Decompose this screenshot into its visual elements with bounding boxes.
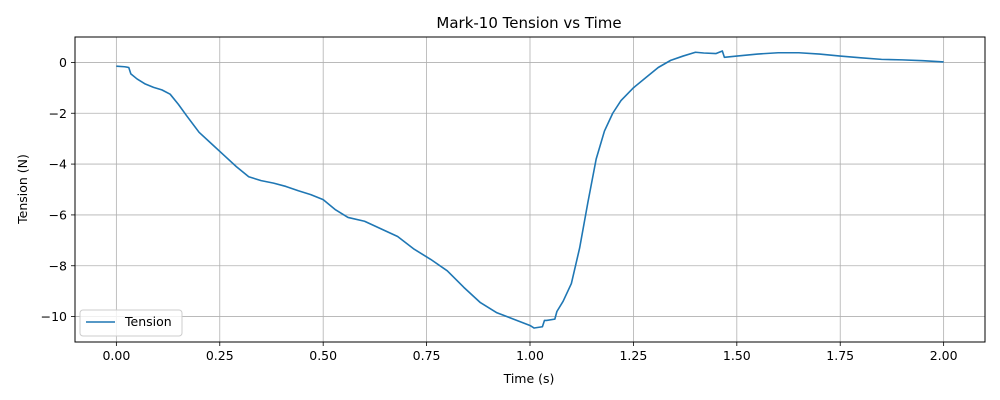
series-line-tension <box>116 50 944 329</box>
x-tick-label: 0.00 <box>102 348 130 363</box>
series-layer <box>116 50 944 329</box>
x-tick-label: 1.75 <box>826 348 854 363</box>
legend-label: Tension <box>124 314 172 329</box>
y-tick-label: −8 <box>49 258 67 273</box>
y-tick-label: −4 <box>49 157 67 172</box>
chart-title: Mark-10 Tension vs Time <box>436 14 621 32</box>
x-tick-label: 0.25 <box>206 348 234 363</box>
y-tick-label: −6 <box>49 207 67 222</box>
y-tick-label: 0 <box>59 55 67 70</box>
y-axis: 0 −2 −4 −6 −8 −10 <box>41 55 75 324</box>
legend: Tension <box>79 309 183 337</box>
y-axis-title: Tension (N) <box>15 154 30 225</box>
x-tick-label: 1.50 <box>723 348 751 363</box>
x-tick-label: 1.00 <box>516 348 544 363</box>
legend-box <box>79 309 183 337</box>
x-axis-title: Time (s) <box>503 371 555 386</box>
x-tick-label: 1.25 <box>619 348 647 363</box>
x-tick-label: 0.75 <box>413 348 441 363</box>
y-tick-label: −10 <box>41 309 67 324</box>
y-tick-label: −2 <box>49 106 67 121</box>
x-axis: 0.00 0.25 0.50 0.75 1.00 1.25 1.50 1.75 2.00 <box>102 342 958 363</box>
x-tick-label: 2.00 <box>930 348 958 363</box>
x-tick-label: 0.50 <box>309 348 337 363</box>
